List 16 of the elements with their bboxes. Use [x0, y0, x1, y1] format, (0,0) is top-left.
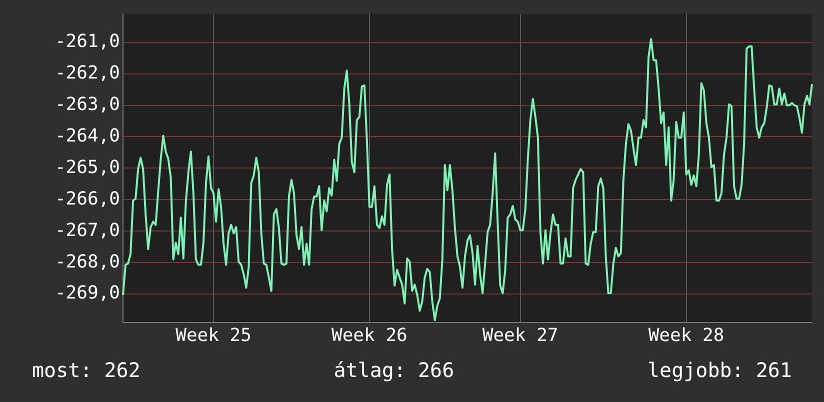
y-tick-label: -264,0	[54, 125, 120, 146]
y-tick-label: -265,0	[54, 156, 120, 178]
x-tick-label: Week 25	[176, 324, 252, 346]
y-tick-label: -262,0	[54, 62, 120, 84]
x-tick-label: Week 27	[482, 324, 558, 346]
y-tick-label: -267,0	[54, 220, 120, 241]
y-tick-label: -268,0	[54, 251, 120, 272]
x-tick-label: Week 26	[332, 324, 408, 346]
y-tick-label: -269,0	[54, 282, 120, 304]
y-tick-label: -261,0	[54, 30, 120, 52]
x-tick-label: Week 28	[648, 324, 724, 346]
text: legjobb: 261	[647, 358, 792, 382]
y-tick-label: -263,0	[54, 94, 120, 115]
text: átlag: 266	[334, 358, 454, 382]
text: most: 262	[32, 358, 140, 382]
y-tick-label: -266,0	[54, 188, 120, 210]
